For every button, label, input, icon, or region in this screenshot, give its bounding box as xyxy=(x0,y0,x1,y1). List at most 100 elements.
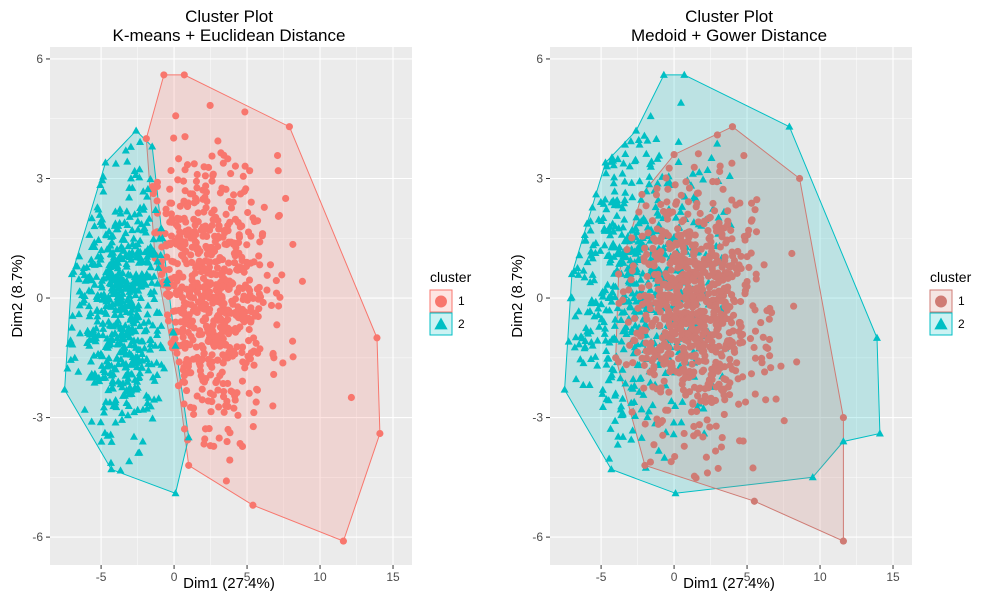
cluster-2-point xyxy=(606,424,615,432)
cluster-1-point xyxy=(653,225,661,233)
cluster-1-point xyxy=(187,251,195,259)
cluster-2-point xyxy=(594,304,603,312)
cluster-1-point xyxy=(720,391,728,399)
cluster-2-point xyxy=(136,293,145,301)
cluster-2-point xyxy=(626,256,635,264)
cluster-2-point xyxy=(699,175,708,183)
cluster-2-point xyxy=(628,426,637,434)
cluster-1-point xyxy=(641,461,649,469)
cluster-2-point xyxy=(653,179,662,187)
cluster-1-point xyxy=(204,397,212,405)
cluster-1-point xyxy=(716,287,724,296)
cluster-2-point xyxy=(618,410,627,418)
cluster-2-point xyxy=(104,354,113,362)
cluster-1-point xyxy=(245,276,254,284)
cluster-1-point xyxy=(650,271,659,279)
cluster-1-point xyxy=(218,256,227,264)
cluster-1-point xyxy=(684,330,692,338)
cluster-2-point xyxy=(98,283,107,291)
cluster-1-point xyxy=(180,400,188,408)
cluster-2-point xyxy=(99,187,108,195)
cluster-2-point xyxy=(671,489,680,497)
cluster-2-point xyxy=(133,383,142,391)
cluster-1-point xyxy=(241,364,249,372)
cluster-1-point xyxy=(745,263,753,272)
cluster-2-point xyxy=(144,393,153,401)
cluster-2-point xyxy=(135,322,144,330)
cluster-1-point xyxy=(289,337,297,345)
cluster-2-point xyxy=(646,162,655,170)
cluster-1-point xyxy=(225,259,233,267)
cluster-1-point xyxy=(183,260,191,268)
cluster-1-point xyxy=(239,310,247,318)
cluster-2-point xyxy=(574,307,583,315)
cluster-1-point xyxy=(275,302,283,310)
cluster-1-point xyxy=(703,416,711,424)
cluster-2-point xyxy=(109,402,118,410)
cluster-1-point xyxy=(198,396,206,404)
cluster-2-point xyxy=(602,346,611,355)
cluster-1-point xyxy=(644,229,652,237)
cluster-2-point xyxy=(135,209,144,217)
cluster-1-point xyxy=(628,408,636,416)
cluster-2-point xyxy=(151,341,160,349)
cluster-2-point xyxy=(96,418,105,426)
cluster-2-point xyxy=(119,246,128,254)
cluster-2-point xyxy=(114,258,123,266)
cluster-2-point xyxy=(157,321,166,329)
cluster-2-point xyxy=(652,134,661,143)
cluster-1-point xyxy=(191,355,200,363)
cluster-2-point xyxy=(143,310,152,318)
cluster-1-point xyxy=(247,318,255,326)
cluster-1-point xyxy=(640,361,648,369)
cluster-2-point xyxy=(135,173,144,181)
cluster-1-point xyxy=(665,344,673,352)
cluster-2-point xyxy=(579,380,588,389)
cluster-2-point xyxy=(124,302,133,310)
cluster-1-point xyxy=(206,258,214,266)
cluster-2-point xyxy=(621,379,630,387)
cluster-2-point xyxy=(630,157,639,165)
cluster-1-point xyxy=(707,371,715,379)
cluster-1-point xyxy=(703,242,711,250)
cluster-1-point xyxy=(190,227,199,236)
cluster-2-point xyxy=(627,435,636,443)
cluster-2-point xyxy=(136,137,145,145)
cluster-1-point xyxy=(205,263,213,271)
cluster-1-point xyxy=(638,354,646,362)
cluster-2-point xyxy=(121,228,130,237)
cluster-2-point xyxy=(599,213,608,222)
cluster-1-point xyxy=(669,208,677,216)
cluster-2-point xyxy=(63,364,72,372)
cluster-2-point xyxy=(106,241,115,249)
cluster-2-point xyxy=(120,218,129,226)
cluster-2-point xyxy=(68,340,77,348)
cluster-2-point xyxy=(588,270,597,278)
cluster-1-point xyxy=(753,196,761,204)
cluster-1-point xyxy=(750,343,758,352)
cluster-2-point xyxy=(610,173,619,181)
cluster-2-point xyxy=(129,432,138,440)
cluster-1-point xyxy=(193,170,201,179)
cluster-2-point xyxy=(150,287,159,295)
cluster-2-point xyxy=(632,126,641,134)
cluster-2-point xyxy=(153,326,162,334)
cluster-1-point xyxy=(663,198,671,206)
cluster-1-point xyxy=(269,402,277,410)
x-tick-label: -5 xyxy=(596,570,607,584)
cluster-1-point xyxy=(668,335,676,343)
cluster-1-point xyxy=(717,310,725,318)
cluster-2-point xyxy=(66,355,75,363)
cluster-1-point xyxy=(258,232,266,240)
cluster-1-point xyxy=(699,342,707,350)
cluster-2-point xyxy=(111,159,120,167)
cluster-2-point xyxy=(603,354,612,362)
cluster-1-point xyxy=(727,319,736,327)
cluster-1-point xyxy=(674,225,682,233)
cluster-2-point xyxy=(113,316,122,324)
cluster-2-point xyxy=(676,98,685,106)
cluster-1-point xyxy=(710,308,718,316)
cluster-2-point xyxy=(651,203,660,211)
cluster-1-point xyxy=(209,216,217,224)
cluster-2-point xyxy=(121,350,130,358)
